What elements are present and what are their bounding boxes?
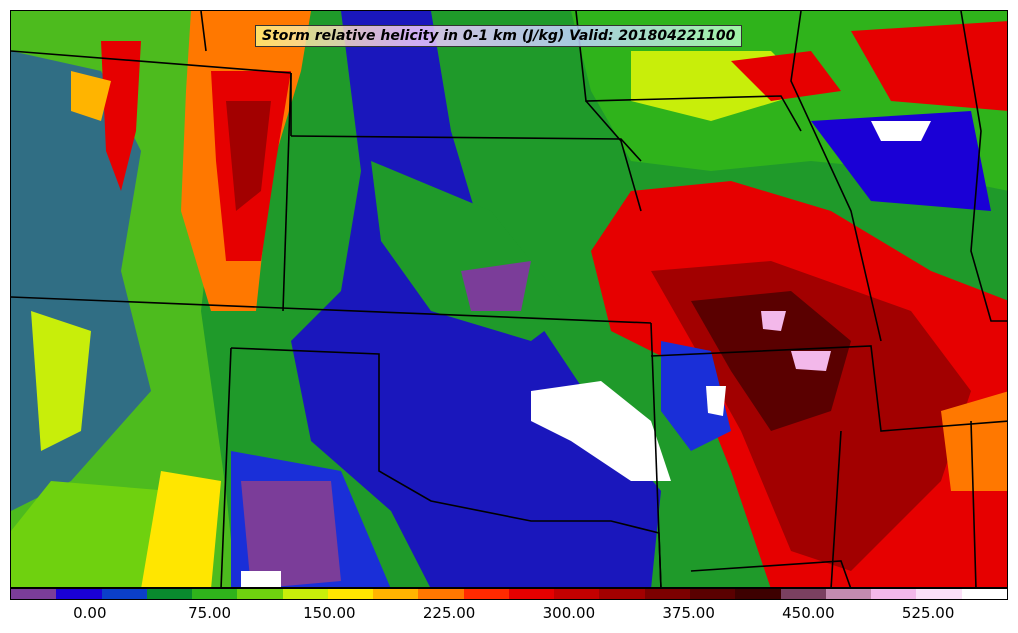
- colorbar-segment: [735, 589, 781, 599]
- ark-blue-patch: [661, 341, 731, 451]
- colorbar-tick-label: 150.00: [303, 604, 356, 622]
- colorbar-segment: [961, 589, 1007, 599]
- helicity-field-map: [11, 11, 1007, 587]
- ark-white-patch: [706, 386, 726, 416]
- se-pink-patch-2: [791, 351, 831, 371]
- colorbar-tick-labels: 0.00 75.00 150.00 225.00 300.00 375.00 450.00 5…: [10, 600, 1008, 630]
- texas-purple-patch: [241, 481, 341, 587]
- colorbar-tick-label: 0.00: [73, 604, 107, 622]
- sw-yellow-patch: [141, 471, 221, 587]
- colorbar-segment: [418, 589, 464, 599]
- west-yellow-patch: [31, 311, 91, 451]
- low-helicity-white-region: [531, 381, 671, 481]
- colorbar-segment: [780, 589, 826, 599]
- colorbar-segment: [825, 589, 872, 599]
- colorbar-tick-label: 375.00: [662, 604, 715, 622]
- colorbar-segment: [373, 589, 419, 599]
- colorbar-segment: [192, 589, 238, 599]
- tx-white-spot: [241, 571, 281, 587]
- ne-blue-patch: [811, 111, 991, 211]
- se-maroon-core: [691, 291, 851, 431]
- colorbar-tick-label: 225.00: [422, 604, 476, 622]
- kansas-purple-patch: [461, 261, 531, 311]
- state-borders: [11, 11, 1007, 587]
- map-panel: Storm relative helicity in 0-1 km (J/kg)…: [10, 10, 1008, 588]
- colorbar-segment: [11, 589, 57, 599]
- colorbar-tick-label: 450.00: [782, 604, 835, 622]
- map-title: Storm relative helicity in 0-1 km (J/kg)…: [255, 25, 743, 47]
- nw-orange-patch: [71, 71, 111, 121]
- colorbar-segment: [282, 589, 328, 599]
- colorbar-segment: [871, 589, 917, 599]
- colorbar-segment: [237, 589, 283, 599]
- colorbar-tick-label: 525.00: [901, 604, 955, 622]
- colorbar-tick-label: 75.00: [188, 604, 232, 622]
- front-darkred-core: [226, 101, 271, 211]
- se-pink-patch-1: [761, 311, 786, 331]
- ne-white-patch: [871, 121, 931, 141]
- se-orange-patch: [941, 391, 1007, 491]
- colorbar-segment: [101, 589, 147, 599]
- colorbar-segment: [689, 589, 736, 599]
- colorbar-segment: [146, 589, 193, 599]
- colorbar-segment: [644, 589, 690, 599]
- colorbar-segment: [327, 589, 374, 599]
- colorbar-segment: [599, 589, 645, 599]
- colorbar-segment: [463, 589, 509, 599]
- colorbar-segment: [554, 589, 600, 599]
- colorbar: [10, 588, 1008, 600]
- colorbar-segment: [916, 589, 962, 599]
- ne-red-patch: [851, 21, 1007, 111]
- colorbar-tick-label: 300.00: [542, 604, 596, 622]
- north-red-patch: [731, 51, 841, 101]
- colorbar-segment: [508, 589, 555, 599]
- nw-red-streak: [101, 41, 141, 191]
- colorbar-segment: [56, 589, 102, 599]
